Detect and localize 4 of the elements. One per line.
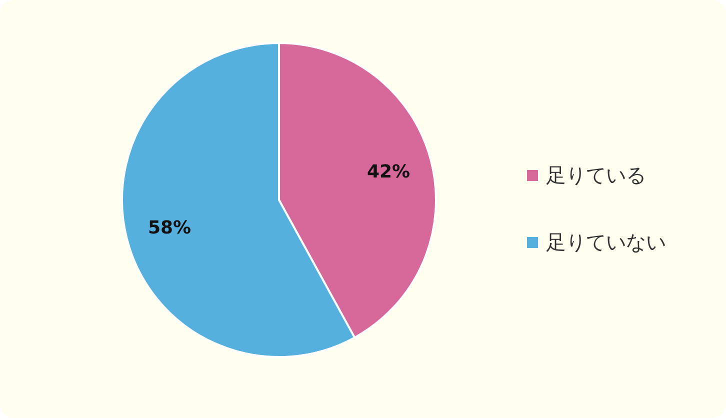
- legend-label: 足りていない: [546, 229, 666, 256]
- legend-label: 足りている: [546, 162, 646, 189]
- data-label: 58%: [148, 218, 192, 239]
- data-label: 42%: [366, 161, 410, 182]
